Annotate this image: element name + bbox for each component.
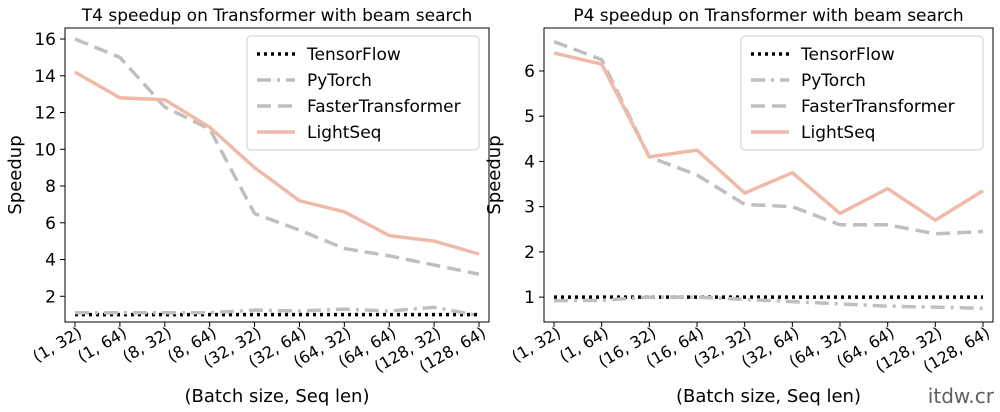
- x-tick-label: (8, 32): [119, 323, 175, 366]
- plot-frame: [64, 27, 490, 323]
- plot-frame: [543, 27, 994, 323]
- chart-panel-2: P4 speedup on Transformer with beam sear…: [484, 6, 994, 407]
- y-tick-label: 5: [524, 107, 535, 127]
- legend: TensorFlow PyTorch FasterTransformer LightS…: [246, 35, 480, 151]
- legend-label: TensorFlow: [306, 45, 401, 65]
- legend-box: [740, 35, 984, 151]
- legend-box: [246, 35, 480, 151]
- y-tick-label: 4: [524, 152, 535, 172]
- y-tick-label: 3: [524, 198, 535, 218]
- y-tick-label: 16: [34, 30, 56, 50]
- y-tick-label: 8: [45, 177, 56, 197]
- y-tick-label: 2: [45, 287, 56, 307]
- y-tick-label: 12: [34, 104, 56, 124]
- y-axis-label: Speedup: [5, 135, 26, 214]
- chart-title: P4 speedup on Transformer with beam sear…: [573, 6, 963, 26]
- y-axis-label: Speedup: [484, 135, 505, 214]
- watermark: itdw.cr: [927, 384, 994, 408]
- legend-label: FasterTransformer: [307, 97, 461, 117]
- y-tick-label: 10: [34, 140, 56, 160]
- series-line-fastertransformer: [74, 37, 480, 276]
- legend-label: LightSeq: [307, 123, 381, 143]
- series-line-lightseq: [553, 51, 984, 222]
- series-line-pytorch: [75, 305, 480, 318]
- y-tick-label: 1: [524, 288, 535, 308]
- series-line-lightseq: [74, 70, 480, 256]
- legend-label: LightSeq: [801, 123, 875, 143]
- x-tick-label: (1, 32): [508, 323, 564, 366]
- y-tick-label: 14: [34, 67, 56, 87]
- y-tick-label: 2: [524, 243, 535, 263]
- legend: TensorFlow PyTorch FasterTransformer LightS…: [740, 35, 984, 151]
- x-axis-label: (Batch size, Seq len): [185, 386, 370, 407]
- series-line-pytorch: [553, 295, 984, 311]
- y-tick-label: 6: [45, 214, 56, 234]
- legend-label: PyTorch: [801, 71, 866, 91]
- x-tick-label: (1, 32): [29, 323, 85, 366]
- x-axis-label: (Batch size, Seq len): [676, 386, 861, 407]
- chart-panel-1: T4 speedup on Transformer with beam sear…: [5, 6, 490, 407]
- y-tick-label: 4: [45, 251, 56, 271]
- x-tick-label: (1, 64): [74, 323, 130, 366]
- legend-label: TensorFlow: [800, 45, 895, 65]
- legend-label: FasterTransformer: [801, 97, 955, 117]
- legend-label: PyTorch: [307, 71, 372, 91]
- y-tick-label: 6: [524, 62, 535, 82]
- chart-title: T4 speedup on Transformer with beam sear…: [81, 6, 473, 26]
